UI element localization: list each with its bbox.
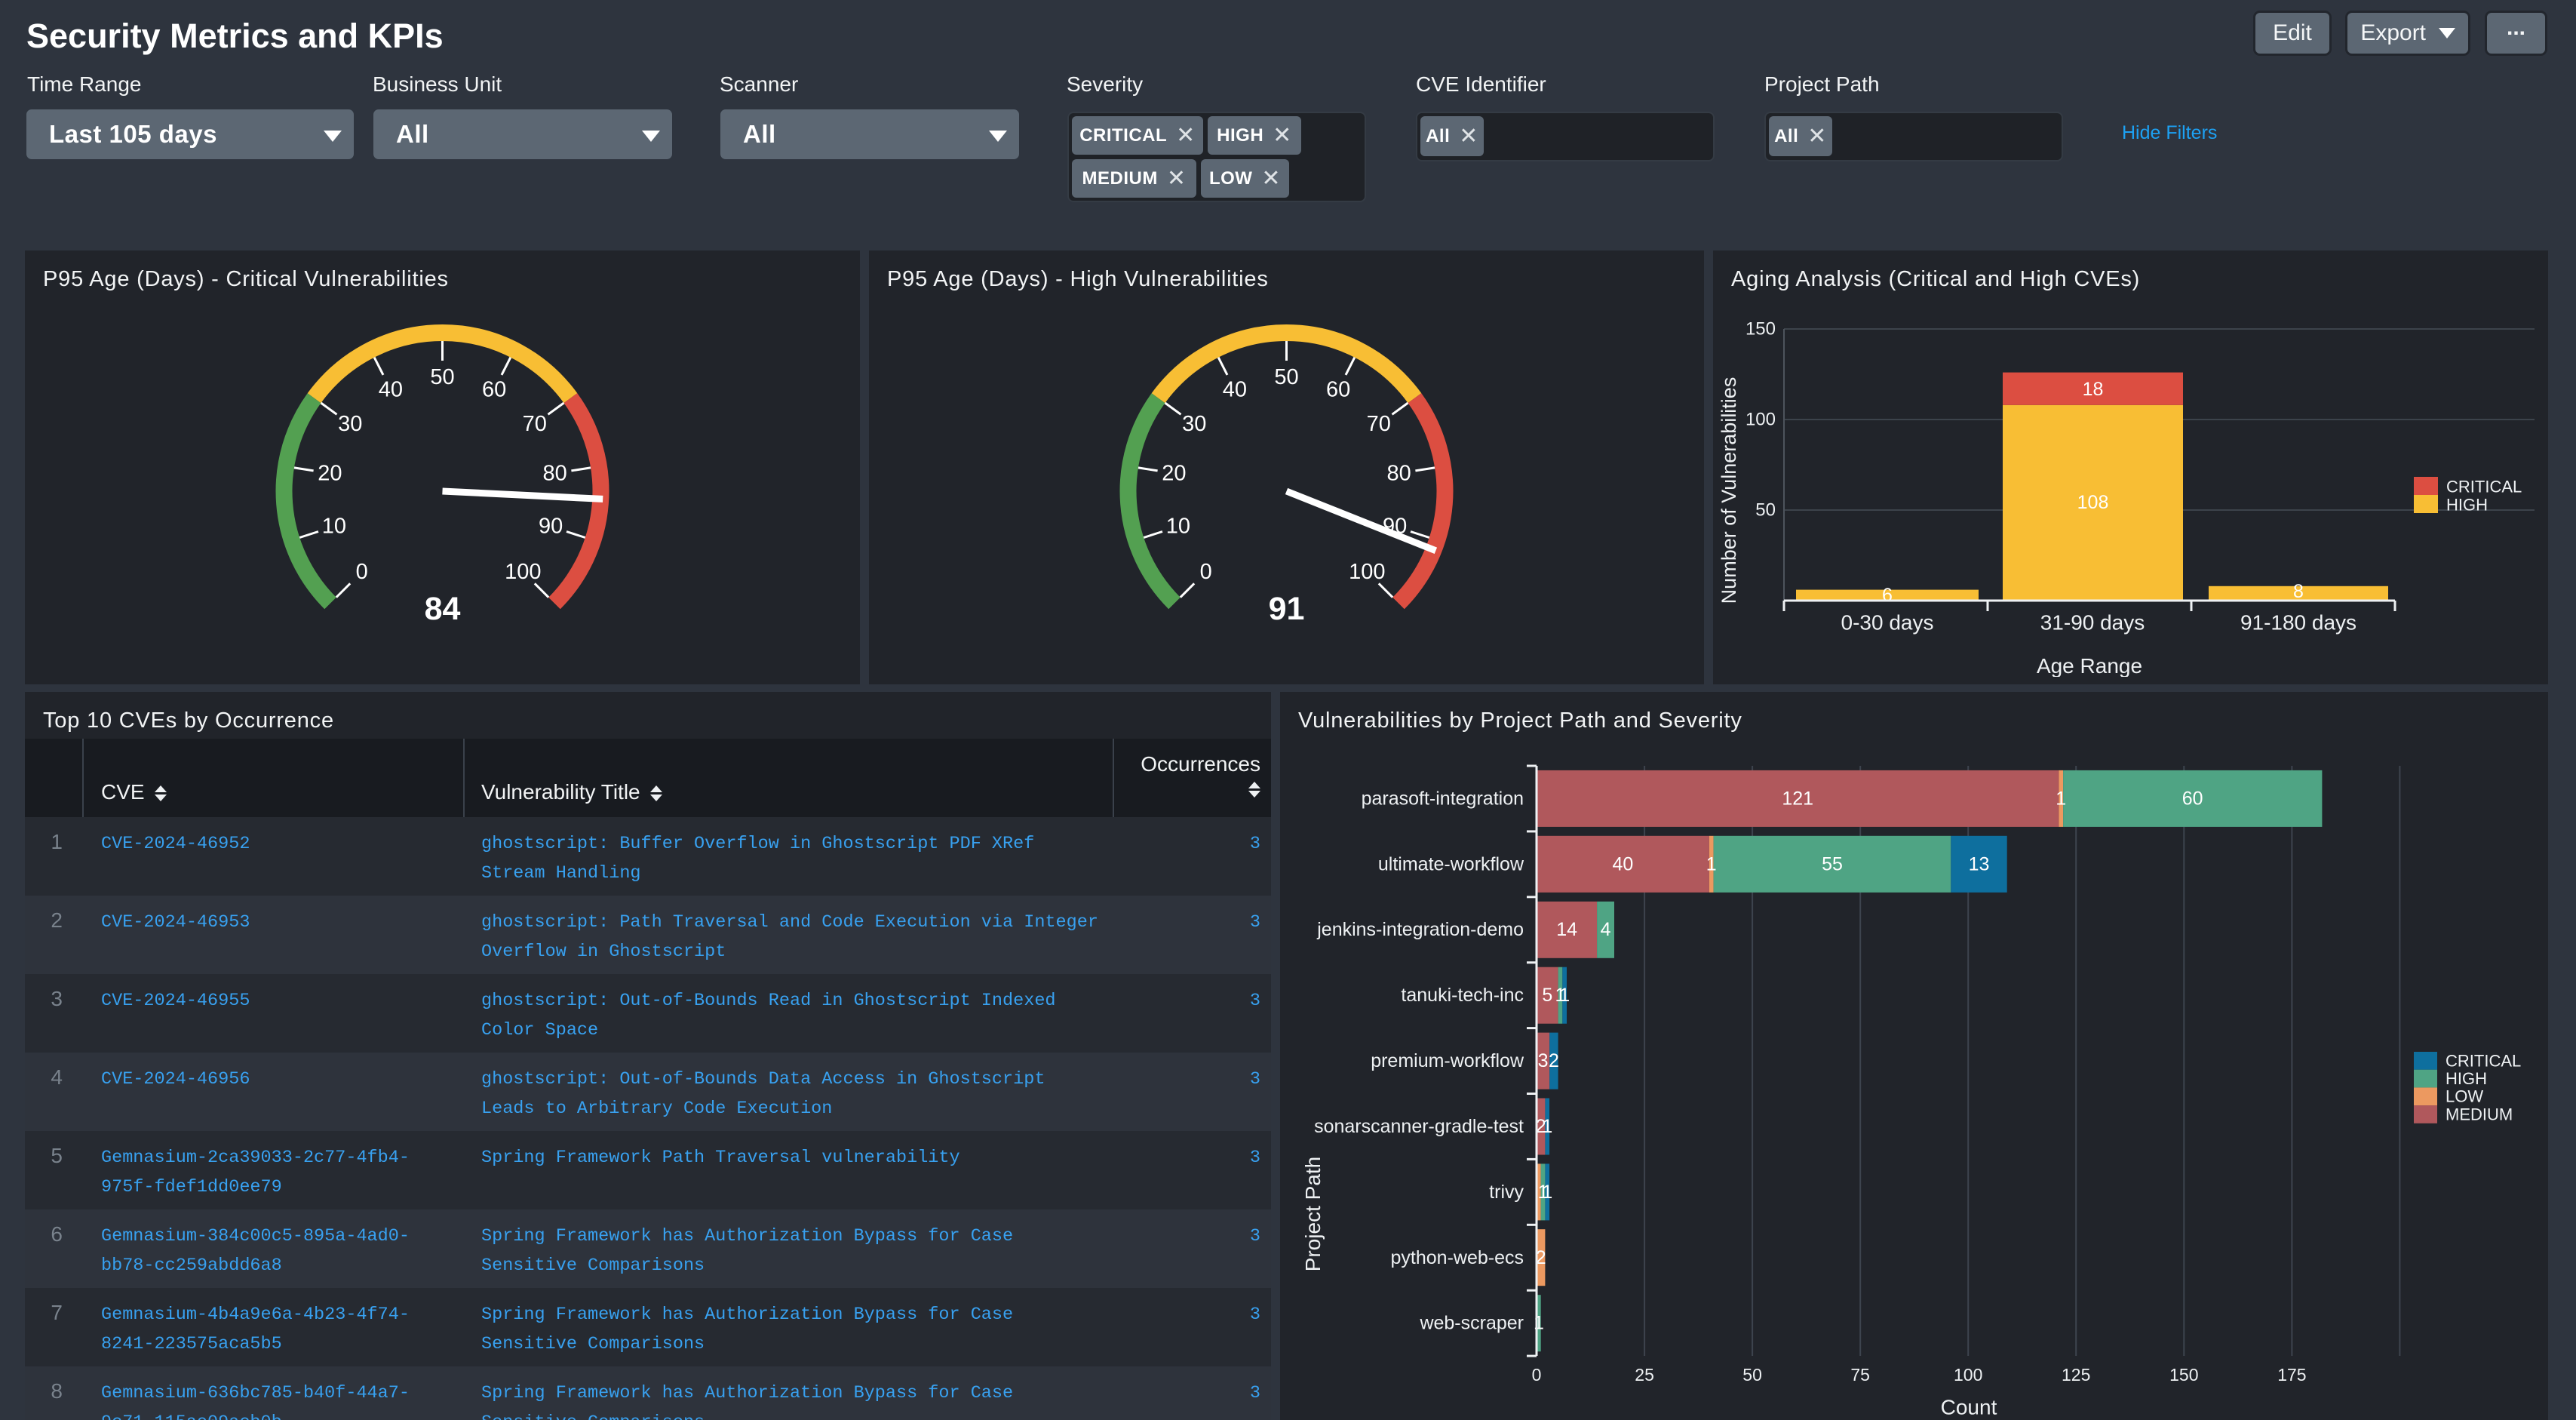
svg-text:25: 25 bbox=[1635, 1365, 1654, 1385]
svg-text:web-scraper: web-scraper bbox=[1419, 1313, 1524, 1334]
svg-text:CRITICAL: CRITICAL bbox=[2446, 478, 2522, 496]
svg-text:20: 20 bbox=[318, 461, 342, 485]
svg-text:108: 108 bbox=[2077, 492, 2109, 513]
svg-text:4: 4 bbox=[1601, 919, 1611, 940]
svg-text:75: 75 bbox=[1850, 1365, 1870, 1385]
svg-text:18: 18 bbox=[2083, 379, 2104, 400]
svg-text:150: 150 bbox=[1745, 319, 1776, 340]
svg-text:125: 125 bbox=[2062, 1365, 2090, 1385]
svg-text:80: 80 bbox=[542, 461, 566, 485]
svg-text:60: 60 bbox=[482, 378, 506, 402]
svg-text:70: 70 bbox=[1367, 412, 1391, 436]
svg-text:Age Range: Age Range bbox=[2037, 654, 2142, 677]
svg-text:91: 91 bbox=[1269, 591, 1305, 627]
svg-text:31-90 days: 31-90 days bbox=[2040, 611, 2145, 635]
svg-text:CRITICAL: CRITICAL bbox=[2446, 1051, 2521, 1070]
svg-text:50: 50 bbox=[430, 365, 454, 389]
svg-text:0: 0 bbox=[356, 560, 368, 584]
svg-text:40: 40 bbox=[1612, 853, 1633, 874]
svg-text:HIGH: HIGH bbox=[2446, 1069, 2487, 1088]
svg-text:parasoft-integration: parasoft-integration bbox=[1362, 788, 1524, 809]
svg-text:20: 20 bbox=[1162, 461, 1186, 485]
svg-text:100: 100 bbox=[1745, 410, 1776, 430]
svg-text:MEDIUM: MEDIUM bbox=[2446, 1105, 2513, 1123]
svg-text:0: 0 bbox=[1532, 1365, 1542, 1385]
svg-text:1: 1 bbox=[1706, 853, 1717, 874]
svg-text:121: 121 bbox=[1782, 788, 1813, 809]
svg-text:150: 150 bbox=[2169, 1365, 2198, 1385]
svg-text:100: 100 bbox=[505, 560, 541, 584]
svg-text:30: 30 bbox=[1182, 412, 1206, 436]
svg-text:55: 55 bbox=[1822, 853, 1843, 874]
svg-text:50: 50 bbox=[1755, 500, 1776, 521]
svg-text:175: 175 bbox=[2277, 1365, 2306, 1385]
svg-text:84: 84 bbox=[425, 591, 461, 627]
svg-text:8: 8 bbox=[2293, 581, 2304, 602]
svg-text:tanuki-tech-inc: tanuki-tech-inc bbox=[1401, 985, 1524, 1006]
svg-text:premium-workflow: premium-workflow bbox=[1371, 1050, 1524, 1071]
svg-text:80: 80 bbox=[1386, 461, 1411, 485]
svg-text:Project Path: Project Path bbox=[1301, 1157, 1325, 1272]
svg-text:0-30 days: 0-30 days bbox=[1841, 611, 1934, 635]
svg-text:1: 1 bbox=[1542, 1116, 1552, 1137]
svg-text:14: 14 bbox=[1556, 919, 1577, 940]
svg-text:30: 30 bbox=[338, 412, 362, 436]
svg-text:70: 70 bbox=[523, 412, 547, 436]
svg-text:60: 60 bbox=[2182, 788, 2203, 809]
svg-text:ultimate-workflow: ultimate-workflow bbox=[1378, 853, 1524, 874]
svg-text:13: 13 bbox=[1969, 853, 1990, 874]
svg-text:Number of Vulnerabilities: Number of Vulnerabilities bbox=[1718, 377, 1740, 604]
svg-text:60: 60 bbox=[1326, 378, 1350, 402]
svg-text:1: 1 bbox=[2056, 788, 2066, 809]
svg-text:0: 0 bbox=[1200, 560, 1212, 584]
svg-text:3: 3 bbox=[1538, 1050, 1549, 1071]
svg-text:10: 10 bbox=[322, 515, 346, 539]
svg-text:LOW: LOW bbox=[2446, 1087, 2483, 1106]
svg-text:jenkins-integration-demo: jenkins-integration-demo bbox=[1316, 919, 1524, 940]
svg-text:1: 1 bbox=[1538, 1182, 1549, 1203]
svg-text:1: 1 bbox=[1542, 1182, 1552, 1203]
svg-text:python-web-ecs: python-web-ecs bbox=[1391, 1247, 1524, 1268]
svg-text:1: 1 bbox=[1534, 1313, 1544, 1334]
svg-text:1: 1 bbox=[1555, 985, 1566, 1006]
svg-text:100: 100 bbox=[1954, 1365, 1982, 1385]
svg-text:50: 50 bbox=[1742, 1365, 1762, 1385]
svg-text:91-180 days: 91-180 days bbox=[2240, 611, 2356, 635]
svg-text:trivy: trivy bbox=[1489, 1182, 1524, 1203]
svg-text:90: 90 bbox=[539, 515, 563, 539]
svg-text:HIGH: HIGH bbox=[2446, 496, 2488, 515]
svg-text:Count: Count bbox=[1941, 1396, 1997, 1419]
svg-text:2: 2 bbox=[1536, 1116, 1546, 1137]
svg-text:10: 10 bbox=[1166, 515, 1190, 539]
svg-text:5: 5 bbox=[1542, 985, 1552, 1006]
svg-text:sonarscanner-gradle-test: sonarscanner-gradle-test bbox=[1314, 1116, 1524, 1137]
svg-text:2: 2 bbox=[1549, 1050, 1559, 1071]
svg-text:2: 2 bbox=[1536, 1247, 1546, 1268]
svg-text:40: 40 bbox=[379, 378, 403, 402]
svg-text:40: 40 bbox=[1223, 378, 1247, 402]
svg-text:50: 50 bbox=[1274, 365, 1298, 389]
svg-text:100: 100 bbox=[1349, 560, 1385, 584]
svg-text:6: 6 bbox=[1882, 585, 1893, 606]
svg-text:1: 1 bbox=[1559, 985, 1570, 1006]
